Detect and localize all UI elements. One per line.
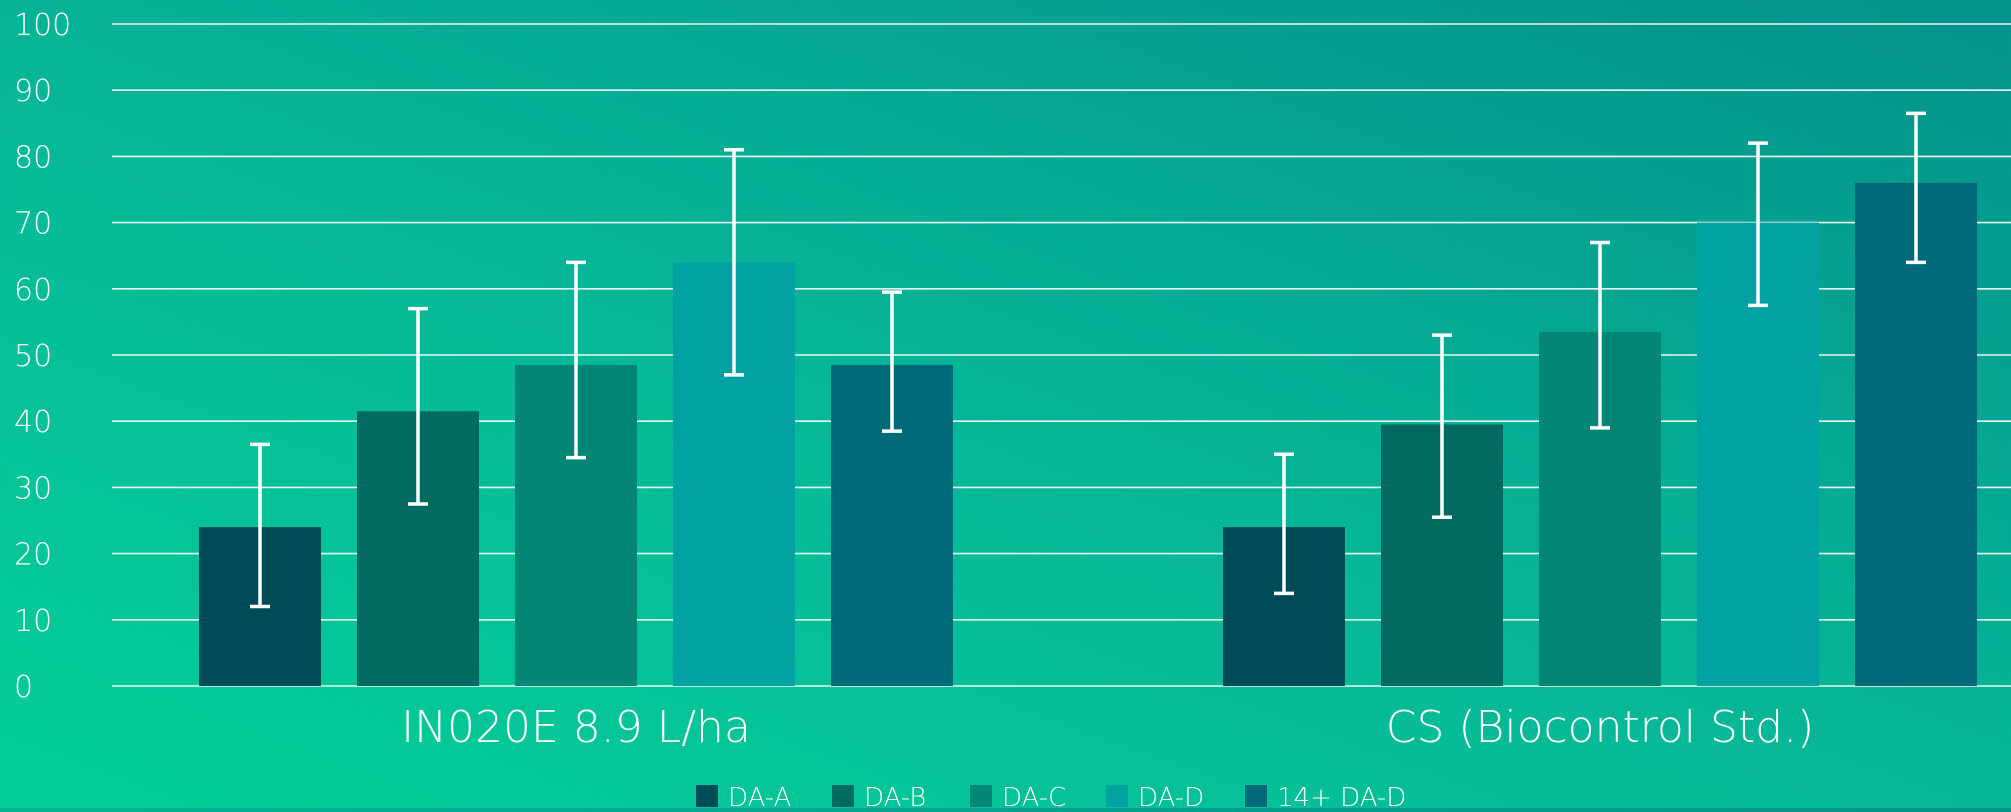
legend: DA-A DA-B DA-C DA-D 14+ DA-D (696, 783, 1406, 812)
legend-label: 14+ DA-D (1277, 783, 1406, 808)
error-bar (724, 148, 744, 377)
y-tick-label: 20 (14, 538, 52, 573)
y-tick-label: 80 (14, 140, 52, 175)
y-tick-label: 0 (14, 670, 33, 705)
y-tick-label: 60 (14, 273, 52, 308)
legend-label: DA-B (864, 783, 926, 808)
category-label: IN020E 8.9 L/ha (401, 702, 751, 753)
y-tick-label: 10 (14, 604, 52, 639)
y-axis-ticks: 0 10 20 30 40 50 60 70 80 90 100 (14, 8, 71, 705)
error-bar (882, 290, 902, 433)
legend-swatch (696, 785, 718, 807)
legend-item: 14+ DA-D (1245, 783, 1406, 812)
legend-label: DA-C (1002, 783, 1066, 808)
error-bars (250, 111, 1926, 609)
error-bar (1748, 141, 1768, 308)
legend-item: DA-D (1106, 783, 1204, 812)
error-bar (1274, 452, 1294, 596)
legend-label: DA-A (728, 783, 791, 808)
y-tick-label: 90 (14, 74, 52, 109)
y-tick-label: 50 (14, 339, 52, 374)
legend-item: DA-A (696, 783, 791, 812)
y-tick-label: 100 (14, 8, 71, 43)
error-bar (408, 306, 428, 506)
error-bar (1906, 111, 1926, 265)
legend-swatch (970, 785, 992, 807)
bars (199, 182, 1977, 686)
y-tick-label: 70 (14, 207, 52, 242)
category-labels: IN020E 8.9 L/ha CS (Biocontrol Std.) (401, 702, 1814, 753)
bar-14-da-d-1 (1855, 182, 1977, 686)
error-bar (250, 442, 270, 609)
legend-swatch (832, 785, 854, 807)
legend-item: DA-C (970, 783, 1066, 812)
error-bar (1432, 333, 1452, 519)
error-bar (1590, 240, 1610, 430)
y-tick-label: 30 (14, 471, 52, 506)
legend-swatch (1245, 785, 1267, 807)
error-bar (566, 260, 586, 460)
legend-item: DA-B (832, 783, 926, 812)
legend-swatch (1106, 785, 1128, 807)
legend-label: DA-D (1138, 783, 1204, 808)
y-tick-label: 40 (14, 405, 52, 440)
category-label: CS (Biocontrol Std.) (1386, 702, 1815, 753)
